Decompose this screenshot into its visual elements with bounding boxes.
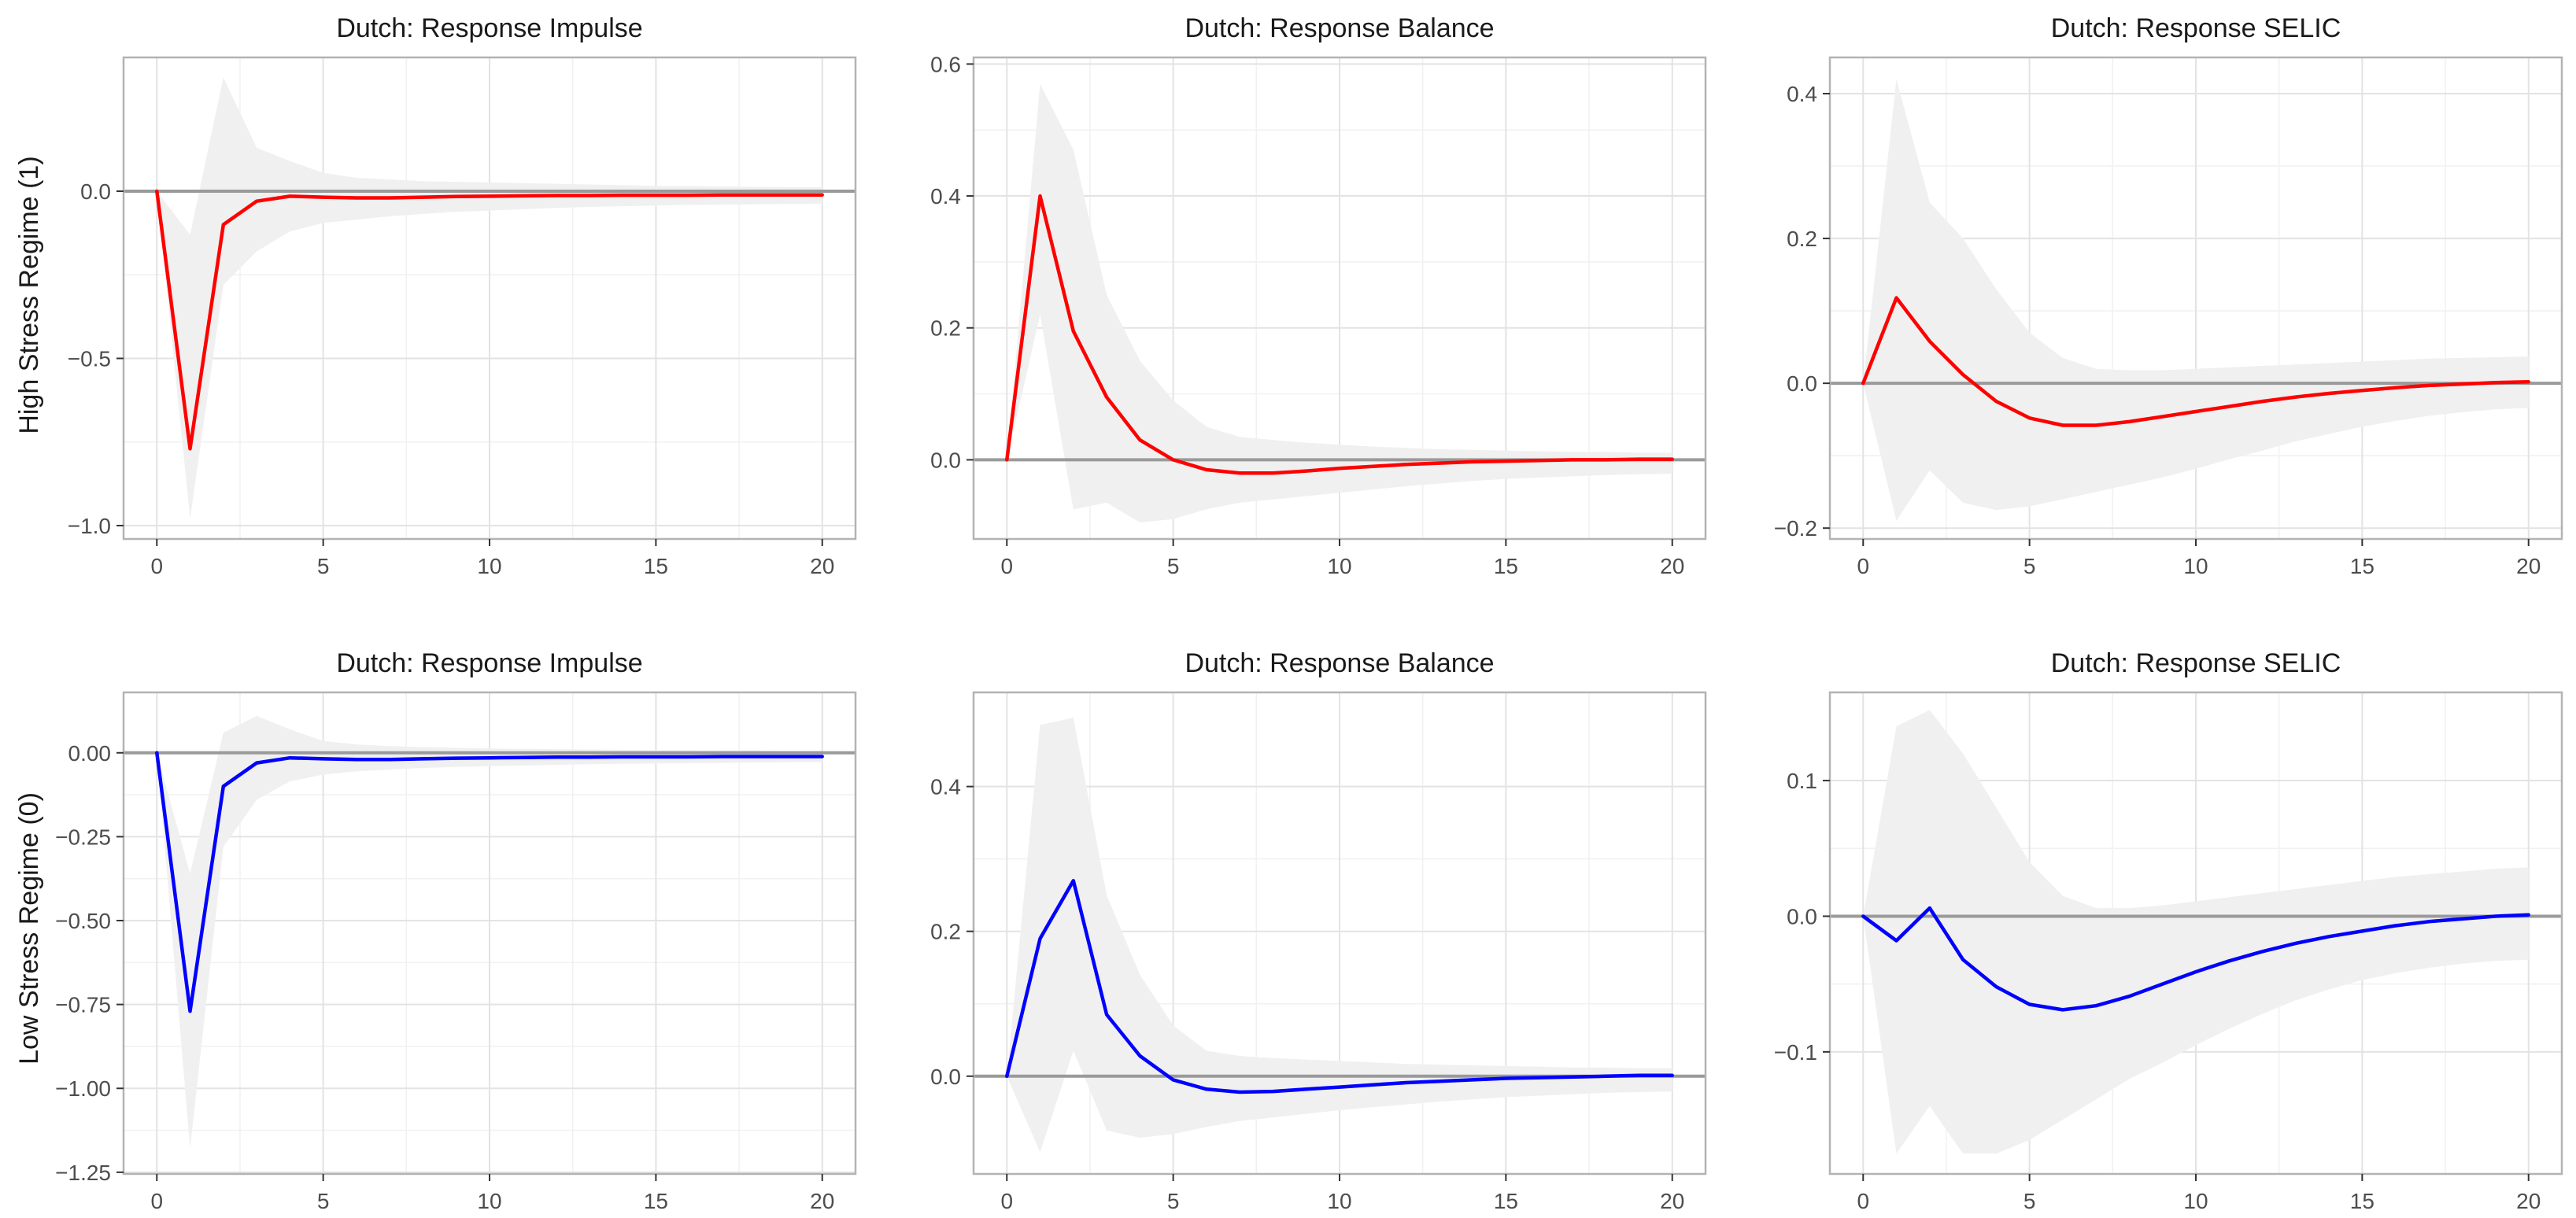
- panel-title: Dutch: Response Balance: [1185, 13, 1494, 43]
- confidence-band: [1007, 718, 1672, 1153]
- x-tick-label: 5: [317, 1189, 330, 1213]
- x-tick-label: 20: [810, 554, 834, 578]
- y-tick-label: −1.0: [68, 514, 111, 538]
- x-tick-label: 5: [1167, 1189, 1180, 1213]
- y-tick-label: 0.6: [930, 52, 961, 76]
- response-line: [1861, 906, 2530, 1012]
- panel-title: Dutch: Response SELIC: [2051, 13, 2341, 43]
- y-tick-label: 0.0: [930, 448, 961, 472]
- panel-2: Dutch: Response Balance 0 5 10 15 20 0.0 0.2 0.4…: [930, 13, 1707, 578]
- panel-title: Dutch: Response Impulse: [336, 648, 642, 678]
- y-tick-label: 0.4: [1787, 82, 1817, 106]
- y-tick-label: −0.75: [55, 993, 111, 1017]
- y-tick-label: −0.25: [55, 825, 111, 849]
- x-tick-label: 10: [477, 554, 501, 578]
- y-tick-label: −1.00: [55, 1076, 111, 1101]
- x-tick-label: 15: [1494, 1189, 1518, 1213]
- x-tick-label: 0: [150, 1189, 163, 1213]
- panel-5: Dutch: Response Balance 0 5 10 15 20 0.0 0.2 0.4: [930, 648, 1707, 1213]
- response-line: [1005, 194, 1674, 475]
- confidence-band: [1863, 79, 2529, 522]
- x-tick-label: 15: [2350, 1189, 2375, 1213]
- y-tick-label: 0.0: [1787, 904, 1817, 928]
- response-line: [1861, 296, 2530, 427]
- confidence-band: [1007, 83, 1672, 522]
- x-tick-label: 5: [1167, 554, 1180, 578]
- panel-title: Dutch: Response Balance: [1185, 648, 1494, 678]
- y-tick-label: −0.1: [1774, 1040, 1817, 1065]
- y-tick-label: 0.0: [1787, 371, 1817, 396]
- x-tick-label: 15: [1494, 554, 1518, 578]
- x-tick-label: 0: [150, 554, 163, 578]
- x-tick-label: 20: [2516, 1189, 2541, 1213]
- x-tick-label: 15: [644, 1189, 668, 1213]
- response-line: [155, 189, 824, 451]
- panel-title: Dutch: Response Impulse: [336, 13, 642, 43]
- y-tick-label: −0.5: [68, 347, 111, 371]
- x-tick-label: 5: [2023, 1189, 2036, 1213]
- panel-4: Dutch: Response Impulse 0 5 10 15 20 −1.25 −1.0…: [55, 648, 857, 1213]
- x-tick-label: 10: [477, 1189, 501, 1213]
- y-tick-label: 0.0: [930, 1065, 961, 1089]
- x-tick-label: 0: [1857, 554, 1869, 578]
- y-tick-label: −0.2: [1774, 516, 1817, 541]
- y-tick-label: 0.2: [930, 920, 961, 944]
- confidence-band: [157, 77, 822, 519]
- x-tick-label: 5: [2023, 554, 2036, 578]
- x-tick-label: 10: [1327, 554, 1351, 578]
- confidence-band: [1863, 710, 2529, 1154]
- x-tick-label: 5: [317, 554, 330, 578]
- panel-title: Dutch: Response SELIC: [2051, 648, 2341, 678]
- response-line: [1005, 879, 1674, 1094]
- confidence-band: [157, 715, 822, 1149]
- y-tick-label: −1.25: [55, 1161, 111, 1185]
- y-tick-label: 0.4: [930, 775, 961, 799]
- y-tick-label: 0.0: [80, 179, 111, 204]
- y-tick-label: 0.2: [1787, 227, 1817, 251]
- panel-3: Dutch: Response SELIC 0 5 10 15 20 −0.2 0.0 0.2 0…: [1774, 13, 2563, 578]
- response-line: [155, 751, 824, 1013]
- x-tick-label: 20: [810, 1189, 834, 1213]
- row-label-high-stress: High Stress Regime (1): [14, 156, 44, 434]
- x-tick-label: 15: [644, 554, 668, 578]
- x-tick-label: 10: [1327, 1189, 1351, 1213]
- panel-1: Dutch: Response Impulse 0 5 10 15 20 −1.0 −0.5 0…: [68, 13, 857, 578]
- x-tick-label: 15: [2350, 554, 2375, 578]
- y-tick-label: 0.4: [930, 184, 961, 209]
- x-tick-label: 10: [2183, 1189, 2208, 1213]
- y-tick-label: 0.2: [930, 316, 961, 341]
- row-label-low-stress: Low Stress Regime (0): [14, 792, 44, 1065]
- y-tick-label: 0.1: [1787, 769, 1817, 793]
- x-tick-label: 0: [1000, 554, 1013, 578]
- x-tick-label: 20: [1660, 554, 1684, 578]
- x-tick-label: 0: [1000, 1189, 1013, 1213]
- y-tick-label: 0.00: [68, 741, 112, 766]
- x-tick-label: 10: [2183, 554, 2208, 578]
- x-tick-label: 0: [1857, 1189, 1869, 1213]
- panel-6: Dutch: Response SELIC 0 5 10 15 20 −0.1 0.0 0.1: [1774, 648, 2563, 1213]
- x-tick-label: 20: [2516, 554, 2541, 578]
- x-tick-label: 20: [1660, 1189, 1684, 1213]
- y-tick-label: −0.50: [55, 909, 111, 933]
